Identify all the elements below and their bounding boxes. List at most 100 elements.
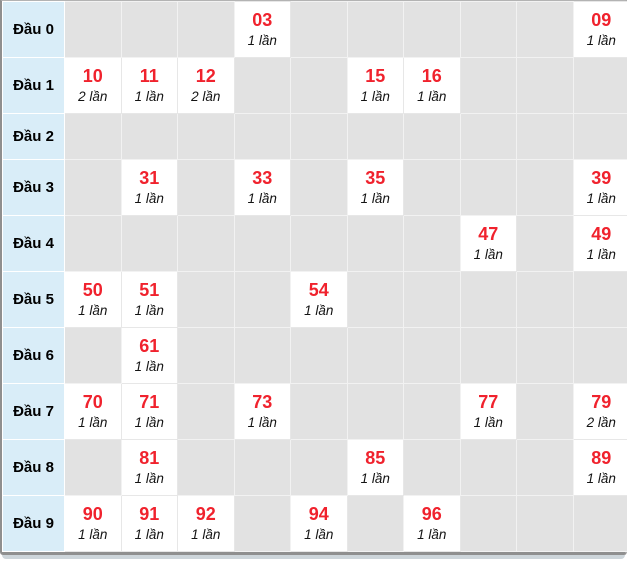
row-label-8: Đầu 8 [2, 439, 65, 496]
cell-number: 96 [421, 504, 442, 525]
empty-cell [403, 1, 461, 58]
table-row: Đầu 7 70 1 lần 71 1 lần 73 1 lần 77 1 lần 79 2 lần [2, 383, 627, 440]
empty-cell [177, 439, 235, 496]
empty-cell [572, 113, 627, 160]
empty-cell [572, 271, 627, 328]
empty-cell [64, 159, 122, 216]
cell-count: 1 lần [78, 302, 108, 318]
empty-cell [572, 57, 627, 114]
empty-cell [403, 271, 461, 328]
cell-10: 10 2 lần [64, 57, 122, 114]
empty-cell [346, 113, 404, 160]
empty-cell [346, 271, 404, 328]
cell-count: 1 lần [134, 190, 164, 206]
empty-cell [346, 495, 404, 552]
cell-31: 31 1 lần [120, 159, 178, 216]
cell-count: 1 lần [586, 32, 616, 48]
empty-cell [459, 327, 517, 384]
cell-39: 39 1 lần [572, 159, 627, 216]
cell-count: 1 lần [304, 526, 334, 542]
cell-number: 50 [82, 280, 103, 301]
empty-cell [403, 383, 461, 440]
cell-count: 1 lần [78, 414, 108, 430]
empty-cell [459, 159, 517, 216]
cell-81: 81 1 lần [120, 439, 178, 496]
empty-cell [572, 495, 627, 552]
cell-number: 03 [252, 10, 273, 31]
empty-cell [290, 1, 348, 58]
empty-cell [64, 327, 122, 384]
cell-15: 15 1 lần [346, 57, 404, 114]
empty-cell [233, 215, 291, 272]
empty-cell [459, 439, 517, 496]
cell-51: 51 1 lần [120, 271, 178, 328]
cell-09: 09 1 lần [572, 1, 627, 58]
empty-cell [459, 1, 517, 58]
cell-89: 89 1 lần [572, 439, 627, 496]
cell-79: 79 2 lần [572, 383, 627, 440]
empty-cell [346, 1, 404, 58]
cell-number: 89 [591, 448, 612, 469]
empty-cell [64, 113, 122, 160]
table-row: Đầu 3 31 1 lần 33 1 lần 35 1 lần 39 1 lần [2, 159, 627, 216]
cell-count: 1 lần [247, 414, 277, 430]
table-drop-shadow [2, 555, 625, 559]
frequency-table: Đầu 0 03 1 lần 09 1 lần Đầu 1 10 2 lần 11 1 lần 12… [2, 1, 627, 552]
cell-count: 1 lần [134, 302, 164, 318]
empty-cell [572, 327, 627, 384]
empty-cell [516, 271, 574, 328]
empty-cell [290, 57, 348, 114]
cell-count: 1 lần [134, 414, 164, 430]
row-label-6: Đầu 6 [2, 327, 65, 384]
cell-number: 94 [308, 504, 329, 525]
table-row: Đầu 9 90 1 lần 91 1 lần 92 1 lần 94 1 lần 96 1 lần [2, 495, 627, 552]
cell-03: 03 1 lần [233, 1, 291, 58]
cell-count: 1 lần [134, 88, 164, 104]
cell-11: 11 1 lần [120, 57, 178, 114]
cell-number: 10 [82, 66, 103, 87]
row-label-9: Đầu 9 [2, 495, 65, 552]
empty-cell [177, 271, 235, 328]
empty-cell [120, 113, 178, 160]
cell-number: 81 [139, 448, 160, 469]
cell-count: 1 lần [586, 246, 616, 262]
cell-count: 1 lần [417, 88, 447, 104]
empty-cell [64, 1, 122, 58]
cell-count: 1 lần [134, 470, 164, 486]
table-row: Đầu 1 10 2 lần 11 1 lần 12 2 lần 15 1 lần 16 1 lần [2, 57, 627, 114]
cell-70: 70 1 lần [64, 383, 122, 440]
table-row: Đầu 6 61 1 lần [2, 327, 627, 384]
cell-number: 49 [591, 224, 612, 245]
empty-cell [120, 1, 178, 58]
empty-cell [459, 271, 517, 328]
cell-90: 90 1 lần [64, 495, 122, 552]
cell-number: 11 [139, 66, 159, 87]
cell-number: 91 [139, 504, 160, 525]
empty-cell [177, 383, 235, 440]
cell-85: 85 1 lần [346, 439, 404, 496]
cell-61: 61 1 lần [120, 327, 178, 384]
cell-number: 31 [139, 168, 160, 189]
cell-count: 1 lần [134, 358, 164, 374]
cell-count: 2 lần [191, 88, 221, 104]
empty-cell [346, 327, 404, 384]
cell-number: 16 [421, 66, 442, 87]
empty-cell [516, 159, 574, 216]
empty-cell [64, 439, 122, 496]
cell-number: 71 [139, 392, 160, 413]
empty-cell [177, 215, 235, 272]
empty-cell [290, 327, 348, 384]
empty-cell [177, 159, 235, 216]
empty-cell [290, 439, 348, 496]
empty-cell [120, 215, 178, 272]
cell-54: 54 1 lần [290, 271, 348, 328]
empty-cell [233, 327, 291, 384]
cell-count: 1 lần [417, 526, 447, 542]
empty-cell [516, 1, 574, 58]
cell-33: 33 1 lần [233, 159, 291, 216]
cell-50: 50 1 lần [64, 271, 122, 328]
cell-count: 2 lần [586, 414, 616, 430]
cell-number: 47 [478, 224, 499, 245]
cell-number: 54 [308, 280, 329, 301]
empty-cell [290, 215, 348, 272]
